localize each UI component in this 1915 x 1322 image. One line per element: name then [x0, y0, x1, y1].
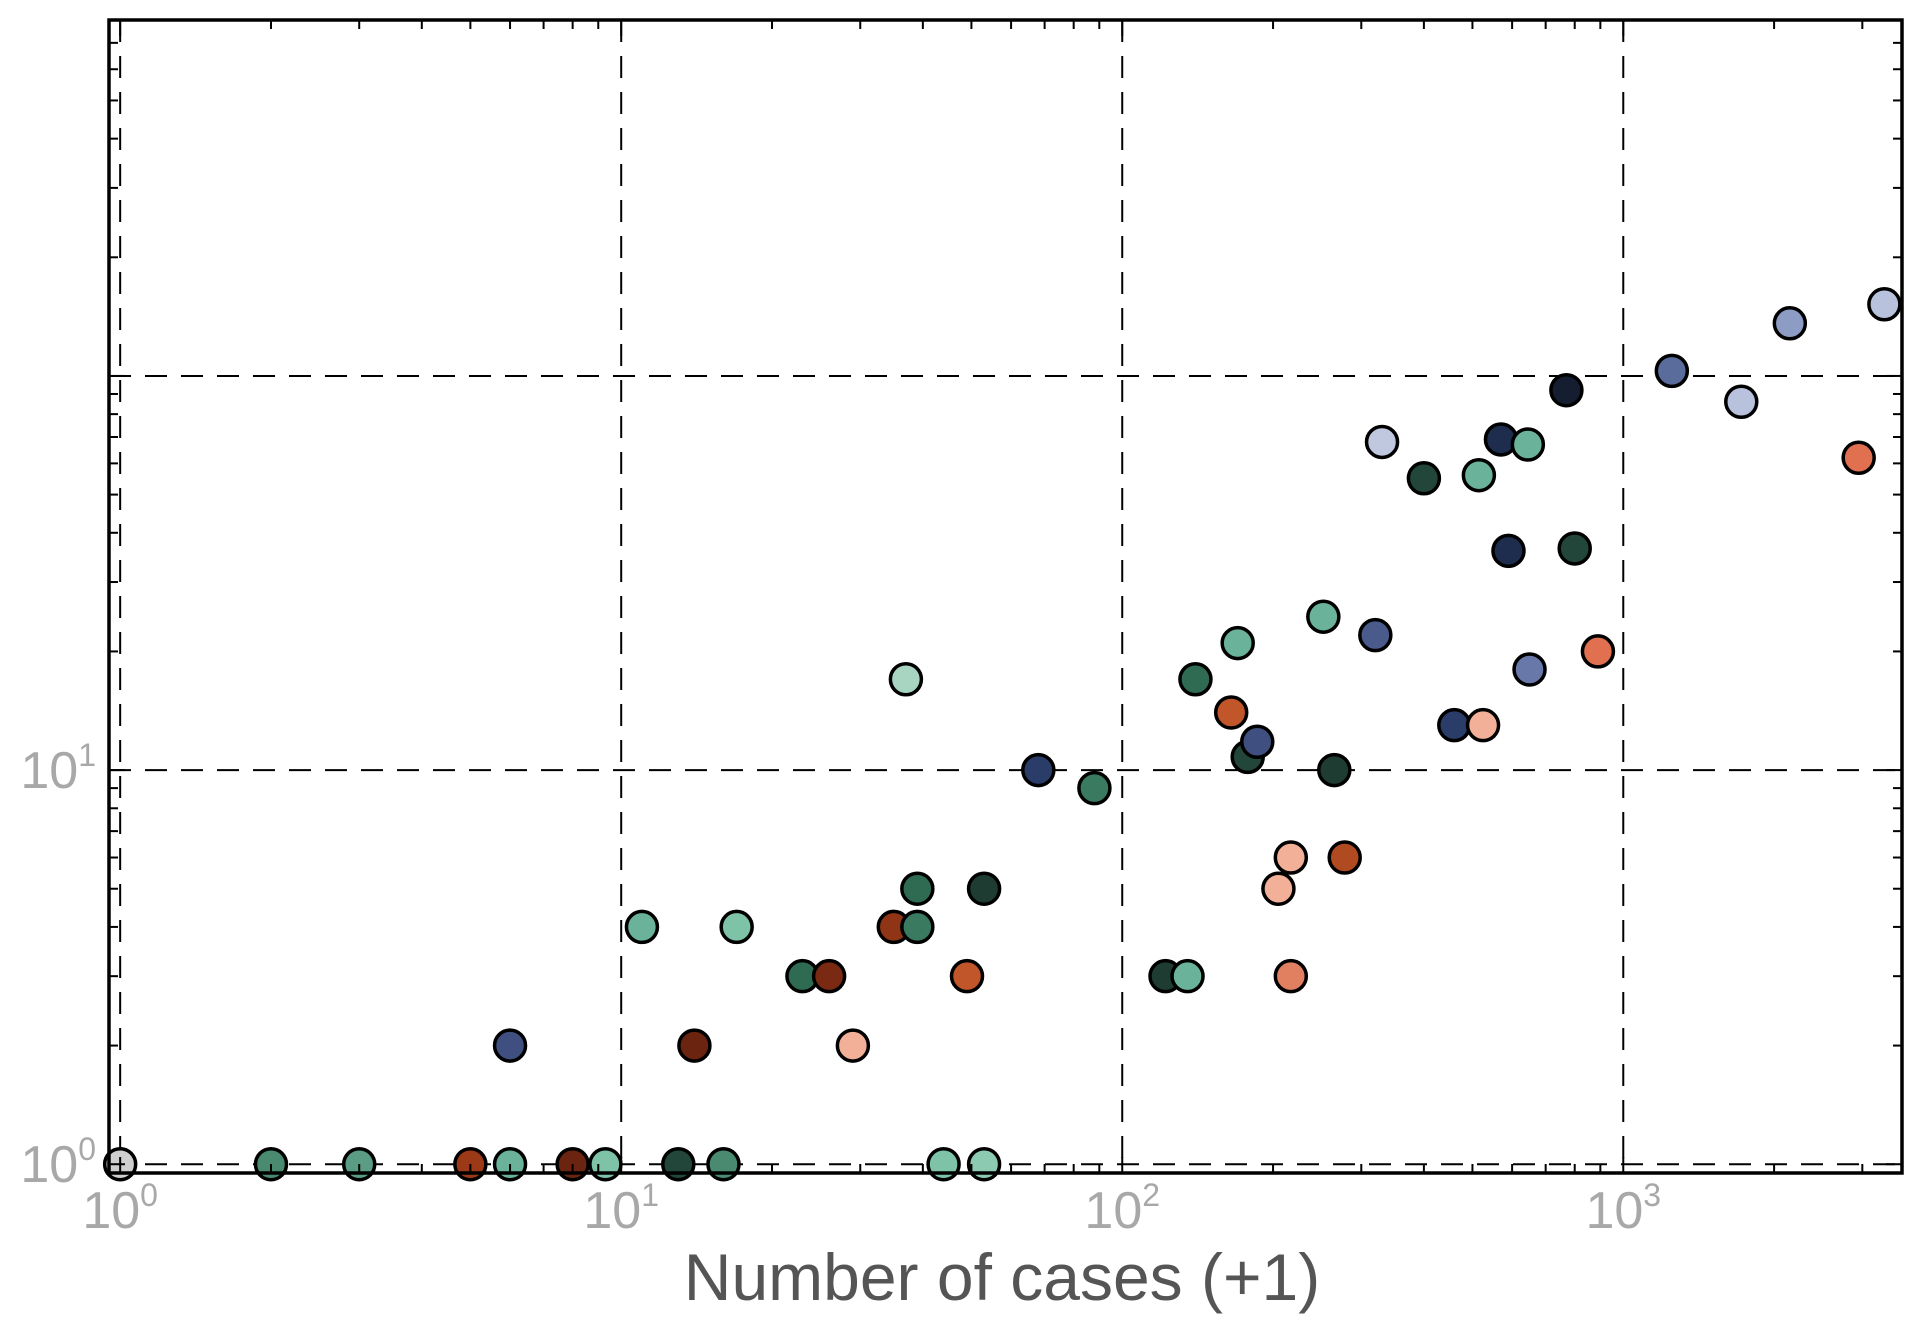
scatter-point	[1213, 695, 1249, 730]
scatter-point	[1273, 840, 1309, 875]
scatter-point	[1437, 707, 1472, 743]
scatter-point	[1406, 461, 1442, 496]
scatter-point	[1461, 457, 1497, 493]
scatter-point	[1021, 752, 1056, 788]
scatter-point	[588, 1146, 623, 1182]
y-tick-label: 100	[20, 1131, 96, 1194]
scatter-point	[1867, 287, 1902, 322]
scatter-point	[624, 909, 660, 945]
x-tick-label: 101	[583, 1177, 659, 1240]
scatter-point	[1178, 662, 1213, 697]
scatter-point	[1364, 424, 1400, 460]
x-tick-label: 102	[1084, 1177, 1160, 1240]
scatter-point	[706, 1146, 741, 1182]
scatter-point	[1327, 840, 1362, 875]
scatter-point	[1077, 770, 1112, 806]
scatter-point	[1261, 871, 1296, 906]
scatter-point	[1654, 353, 1690, 389]
y-tick-labels: 100 101	[20, 737, 96, 1194]
scatter-point	[677, 1028, 712, 1063]
scatter-point	[1841, 440, 1876, 476]
scatter-point	[926, 1146, 961, 1182]
scatter-point	[1557, 531, 1592, 566]
scatter-point	[1510, 427, 1546, 462]
scatter-point	[1306, 599, 1341, 634]
scatter-point	[1549, 372, 1584, 408]
scatter-point	[661, 1146, 696, 1182]
scatter-point	[1220, 625, 1255, 661]
x-tick-label: 103	[1585, 1177, 1661, 1240]
scatter-point	[1358, 617, 1393, 653]
scatter-point	[1240, 724, 1275, 759]
scatter-point	[1170, 958, 1205, 994]
scatter-point	[1317, 752, 1352, 788]
grid-lines	[109, 20, 1902, 1173]
scatter-point	[835, 1028, 871, 1063]
scatter-point	[888, 662, 924, 697]
scatter-point	[1724, 384, 1759, 420]
scatter-point	[966, 871, 1002, 906]
x-axis-label: Number of cases (+1)	[684, 1240, 1320, 1314]
scatter-point	[1580, 634, 1616, 669]
scatter-point	[811, 958, 847, 994]
scatter-point	[492, 1028, 528, 1063]
scatter-point	[1273, 958, 1309, 994]
scatter-point	[949, 958, 985, 994]
axis-ticks	[109, 19, 1902, 1173]
scatter-point	[900, 909, 935, 945]
scatter-point	[719, 909, 754, 945]
data-points	[102, 287, 1902, 1182]
x-tick-labels: 100 101 102 103	[82, 1177, 1661, 1240]
y-tick-label: 101	[20, 737, 96, 800]
scatter-point	[1772, 306, 1808, 341]
x-tick-label: 100	[82, 1177, 158, 1240]
scatter-point	[1491, 533, 1526, 569]
scatter-point	[966, 1146, 1002, 1182]
plot-frame	[107, 18, 1904, 1175]
scatter-point	[900, 871, 935, 906]
scatter-point	[1512, 652, 1547, 687]
scatter-point	[1465, 707, 1501, 743]
